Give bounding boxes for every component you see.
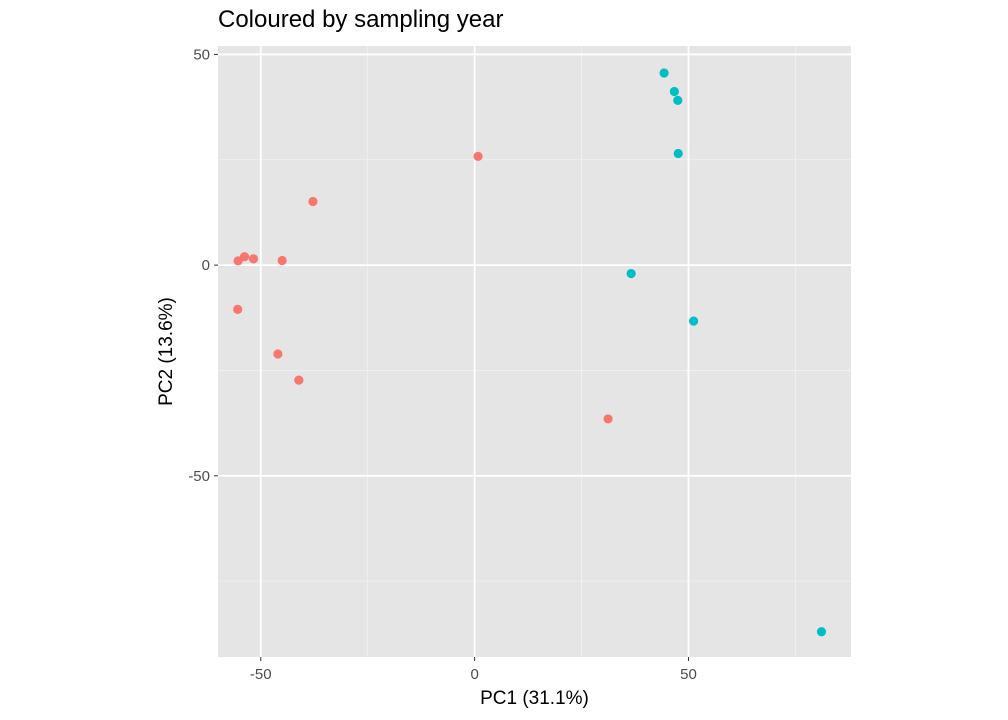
x-axis-title: PC1 (31.1%) bbox=[480, 688, 589, 709]
x-tick-label: -50 bbox=[250, 666, 272, 683]
data-point bbox=[673, 148, 683, 159]
y-axis-title: PC2 (13.6%) bbox=[156, 297, 177, 406]
tick-labels: -50 0 50 50 0 -50 bbox=[188, 46, 697, 683]
data-point bbox=[659, 68, 669, 78]
major-gridlines bbox=[218, 46, 851, 657]
plot-panel bbox=[218, 46, 851, 657]
data-point bbox=[308, 196, 318, 207]
data-point bbox=[669, 86, 679, 97]
data-point bbox=[277, 255, 287, 266]
data-point bbox=[626, 268, 636, 279]
data-points bbox=[233, 68, 827, 637]
data-point bbox=[816, 627, 827, 637]
data-point bbox=[673, 95, 683, 105]
data-point bbox=[689, 316, 699, 326]
data-point bbox=[233, 304, 243, 314]
data-point bbox=[239, 252, 250, 262]
axis-ticks bbox=[214, 53, 689, 661]
data-point bbox=[248, 254, 259, 264]
data-point bbox=[473, 151, 483, 162]
minor-gridlines bbox=[218, 46, 851, 657]
y-tick-label: -50 bbox=[188, 468, 210, 485]
data-point bbox=[294, 375, 304, 385]
chart-title: Coloured by sampling year bbox=[218, 6, 504, 33]
x-tick-label: 50 bbox=[680, 666, 697, 683]
data-point bbox=[603, 414, 613, 424]
y-tick-label: 50 bbox=[193, 46, 210, 63]
x-tick-label: 0 bbox=[470, 666, 478, 683]
y-tick-label: 0 bbox=[202, 257, 210, 274]
data-point bbox=[273, 349, 283, 359]
